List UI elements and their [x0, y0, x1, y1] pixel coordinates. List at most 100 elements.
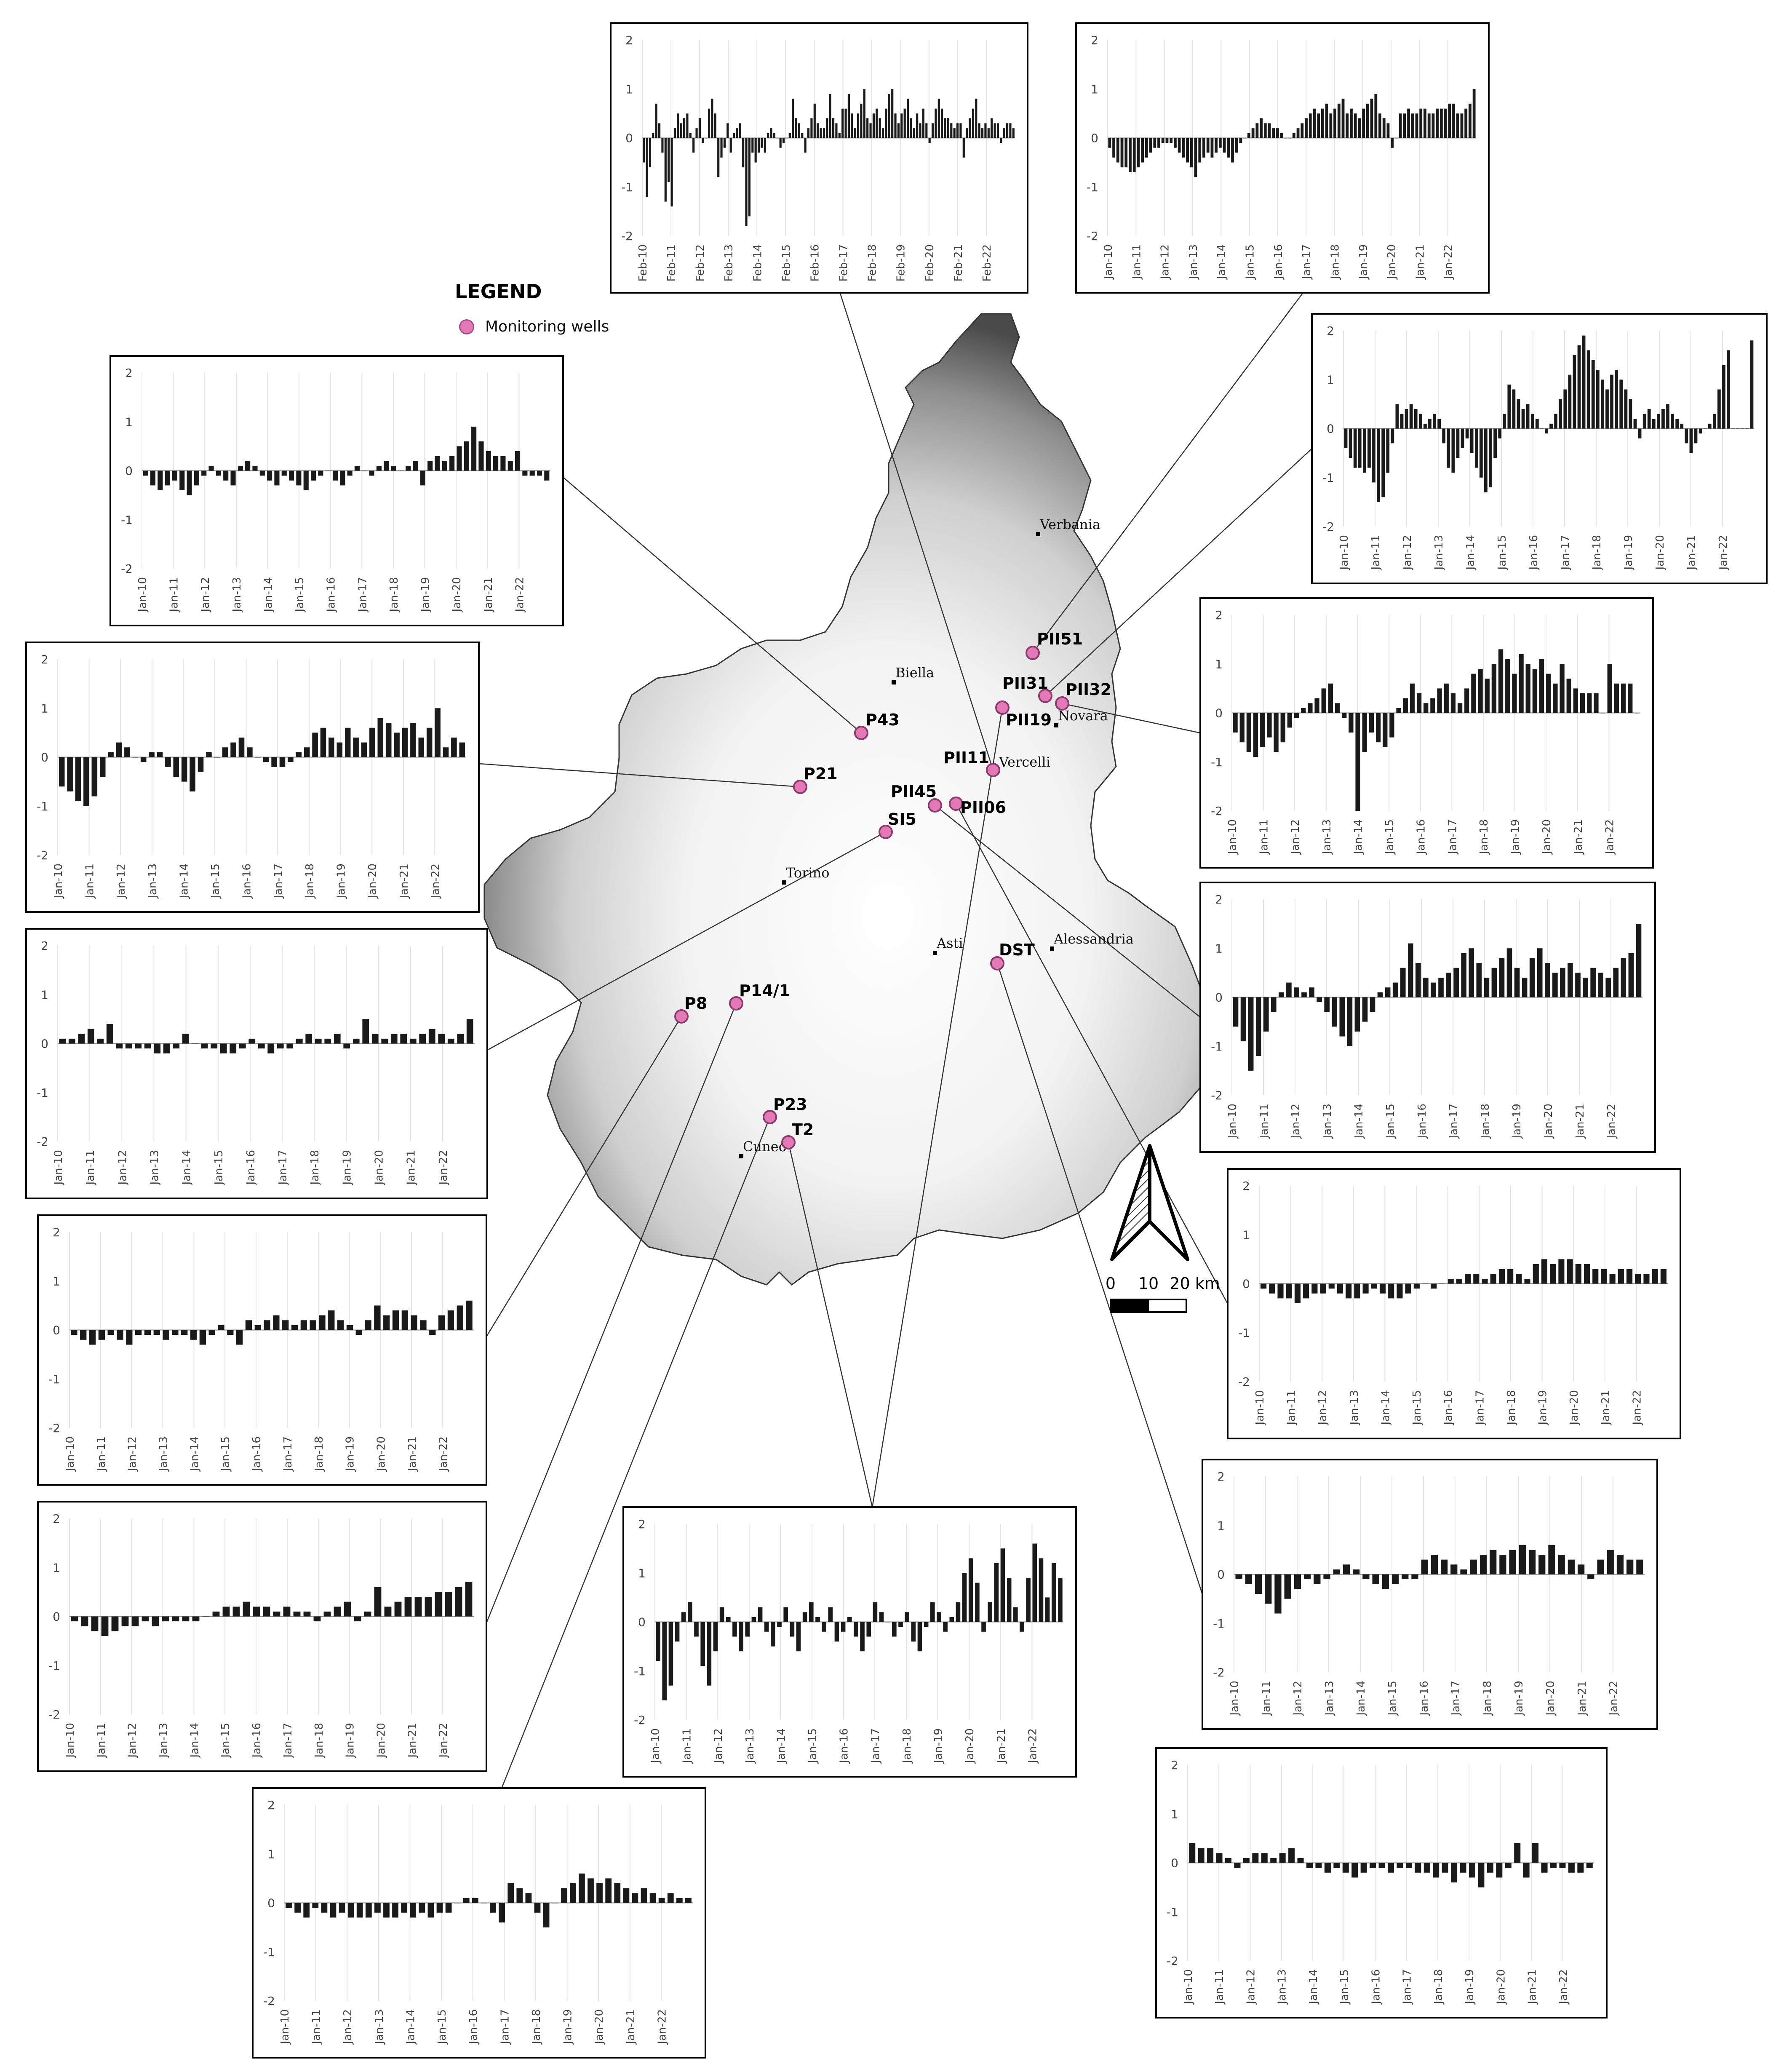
x-tick-label: Jan-12: [115, 864, 128, 899]
well-marker-icon[interactable]: [1055, 696, 1069, 711]
bar: [761, 138, 763, 148]
bar: [1614, 683, 1619, 713]
bar: [353, 1038, 360, 1044]
bar: [248, 1038, 256, 1044]
bar: [817, 123, 819, 138]
bar: [383, 1903, 390, 1918]
x-tick-label: Jan-11: [1258, 1104, 1271, 1139]
bar: [1541, 1259, 1548, 1284]
bar: [304, 747, 310, 757]
bar: [928, 138, 931, 143]
bar: [1490, 1274, 1496, 1284]
well-marker-icon[interactable]: [781, 1135, 796, 1150]
bar: [1470, 1559, 1477, 1575]
well-marker-icon[interactable]: [763, 1110, 777, 1124]
bar: [1600, 713, 1605, 714]
bar: [1722, 365, 1725, 429]
bar: [344, 1601, 351, 1617]
bar: [898, 1622, 903, 1627]
bar: [1480, 1555, 1487, 1575]
bar: [1251, 128, 1255, 138]
bar: [1311, 1283, 1318, 1294]
bar: [154, 1043, 161, 1053]
y-tick-label: 2: [267, 1798, 275, 1812]
well-marker-icon[interactable]: [729, 996, 743, 1011]
y-tick-label: 1: [1217, 1519, 1225, 1532]
x-tick-label: Jan-17: [1401, 1969, 1414, 2005]
x-tick-label: Jan-18: [1505, 1390, 1518, 1426]
bar: [1382, 118, 1386, 138]
x-tick-label: Jan-20: [375, 1723, 387, 1759]
bar: [1301, 708, 1306, 713]
bar: [1186, 138, 1189, 163]
y-tick-label: -1: [37, 1086, 48, 1100]
bar: [588, 1878, 594, 1903]
x-tick-label: Jan-19: [344, 1723, 357, 1759]
bar: [142, 1616, 149, 1622]
bar: [1423, 978, 1429, 997]
bar: [1717, 389, 1721, 429]
y-tick-label: -2: [1211, 1088, 1223, 1102]
bar: [664, 138, 667, 202]
bar: [419, 1034, 426, 1044]
bar: [1680, 423, 1684, 429]
x-tick-label: Jan-21: [1572, 819, 1585, 855]
well-marker-icon[interactable]: [949, 797, 963, 811]
bar: [1314, 698, 1319, 713]
bar: [1337, 104, 1341, 138]
bar: [1694, 428, 1698, 444]
bar: [1421, 1559, 1428, 1575]
x-tick-label: Jan-21: [625, 2009, 637, 2045]
well-marker-icon[interactable]: [674, 1009, 689, 1024]
well-marker-icon[interactable]: [879, 825, 893, 839]
bar: [1399, 113, 1402, 138]
bar: [267, 471, 272, 481]
bar: [930, 1602, 935, 1622]
bar: [1198, 1848, 1204, 1863]
well-marker-icon[interactable]: [986, 763, 1000, 777]
well-marker-icon[interactable]: [1038, 689, 1052, 703]
well-marker-icon[interactable]: [990, 956, 1004, 970]
bar: [698, 118, 701, 138]
bar: [1353, 1569, 1360, 1575]
bar: [1590, 968, 1596, 997]
bar: [463, 1898, 470, 1903]
bar: [1391, 428, 1394, 444]
bar: [152, 1616, 159, 1626]
y-tick-label: 1: [1091, 82, 1098, 96]
bar: [371, 1034, 379, 1044]
well-marker-icon[interactable]: [793, 780, 807, 794]
bar: [1296, 128, 1300, 138]
bar: [71, 1330, 77, 1335]
bar: [121, 1616, 129, 1626]
bar: [739, 1622, 743, 1652]
x-tick-label: Jan-11: [1130, 244, 1143, 280]
bar: [107, 1330, 114, 1335]
bar: [561, 1888, 567, 1903]
bar: [1374, 94, 1378, 138]
bar: [1333, 108, 1336, 138]
bar: [1349, 713, 1354, 733]
x-tick-label: Jan-19: [1622, 535, 1635, 571]
y-tick-label: -2: [121, 562, 133, 576]
y-tick-label: 0: [267, 1896, 275, 1910]
bar: [1558, 1259, 1565, 1284]
bar: [1512, 674, 1517, 713]
well-marker-icon[interactable]: [1026, 646, 1040, 660]
bar: [917, 1622, 922, 1652]
bar: [1210, 138, 1214, 158]
bar: [1362, 428, 1366, 473]
well-marker-icon[interactable]: [995, 700, 1010, 715]
bar: [286, 1043, 294, 1049]
bar: [108, 752, 114, 757]
well-marker-icon[interactable]: [854, 726, 868, 740]
bar: [1032, 1543, 1037, 1622]
well-marker-icon[interactable]: [928, 798, 942, 813]
well-label: PII06: [960, 798, 1006, 817]
bar: [919, 123, 921, 138]
bar: [1610, 374, 1613, 429]
bar: [198, 757, 204, 772]
bar: [742, 138, 745, 168]
bar: [792, 99, 794, 138]
bar: [892, 1622, 897, 1637]
